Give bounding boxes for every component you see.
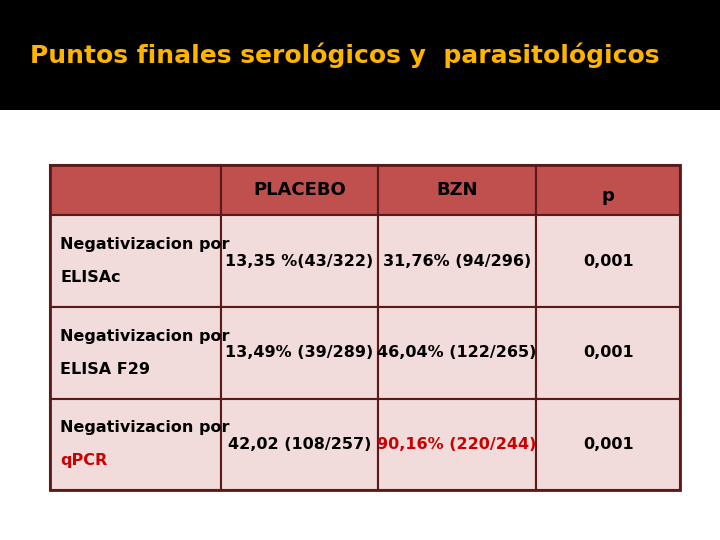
Text: ELISAc: ELISAc <box>60 270 121 285</box>
Bar <box>377 165 536 215</box>
Bar <box>377 307 536 399</box>
Bar <box>536 399 680 490</box>
Text: 42,02 (108/257): 42,02 (108/257) <box>228 437 372 452</box>
Text: 90,16% (220/244): 90,16% (220/244) <box>377 437 536 452</box>
Bar <box>0 0 720 110</box>
Text: 0,001: 0,001 <box>583 346 634 360</box>
Text: 13,49% (39/289): 13,49% (39/289) <box>225 346 374 360</box>
Text: p: p <box>602 187 615 205</box>
Text: BZN: BZN <box>436 181 478 199</box>
Text: qPCR: qPCR <box>60 453 107 468</box>
Text: ELISA F29: ELISA F29 <box>60 362 150 377</box>
Bar <box>221 307 377 399</box>
Text: Negativizacion por: Negativizacion por <box>60 329 230 344</box>
Text: Puntos finales serológicos y  parasitológicos: Puntos finales serológicos y parasitológ… <box>30 42 660 68</box>
Bar <box>221 215 377 307</box>
Text: 0,001: 0,001 <box>583 437 634 452</box>
Text: Negativizacion por: Negativizacion por <box>60 421 230 435</box>
Text: 31,76% (94/296): 31,76% (94/296) <box>383 254 531 269</box>
Bar <box>536 165 680 215</box>
Bar <box>50 165 680 490</box>
Text: 0,001: 0,001 <box>583 254 634 269</box>
Bar <box>221 399 377 490</box>
Bar <box>50 307 221 399</box>
Text: 13,35 %(43/322): 13,35 %(43/322) <box>225 254 374 269</box>
Text: 46,04% (122/265): 46,04% (122/265) <box>377 346 536 360</box>
Bar <box>536 307 680 399</box>
Text: Negativizacion por: Negativizacion por <box>60 237 230 252</box>
Bar <box>50 165 221 215</box>
Bar <box>221 165 377 215</box>
Bar <box>50 399 221 490</box>
Bar <box>377 215 536 307</box>
Bar <box>536 215 680 307</box>
Text: PLACEBO: PLACEBO <box>253 181 346 199</box>
Bar <box>50 215 221 307</box>
Bar <box>377 399 536 490</box>
